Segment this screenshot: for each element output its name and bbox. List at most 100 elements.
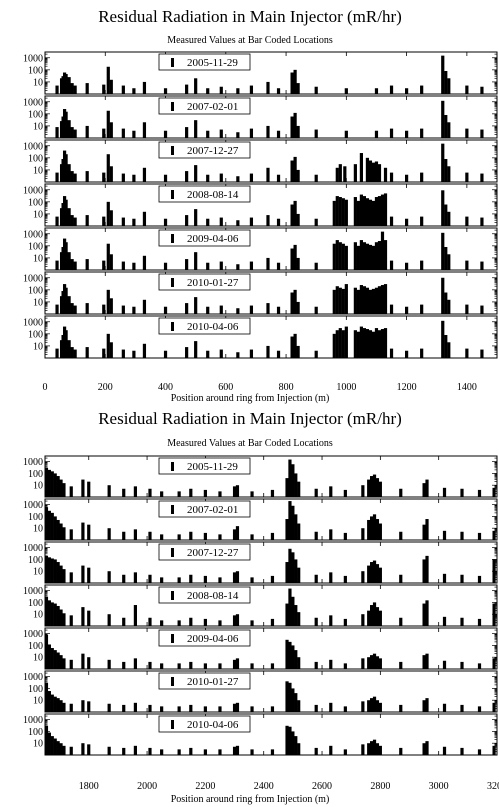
bar <box>133 605 137 626</box>
bar <box>314 661 318 669</box>
bar <box>266 257 270 270</box>
bar <box>422 700 426 712</box>
bar <box>69 615 73 626</box>
bar <box>270 532 275 540</box>
bar <box>492 702 496 712</box>
bar <box>297 657 301 669</box>
bar <box>341 243 345 270</box>
legend-box <box>158 97 251 115</box>
bar <box>194 252 198 270</box>
bar <box>356 200 360 226</box>
bar <box>67 120 71 138</box>
bar <box>235 571 240 583</box>
bar <box>362 328 367 358</box>
bar <box>122 661 126 669</box>
bar <box>353 287 357 314</box>
bar <box>67 340 71 358</box>
bar <box>389 348 394 358</box>
bar <box>329 659 333 669</box>
bar <box>270 489 275 497</box>
bar <box>276 350 281 358</box>
bar <box>380 194 385 226</box>
legend-date: 2008-08-14 <box>187 189 239 201</box>
bar <box>73 129 77 138</box>
y-tick-label: 10 <box>33 739 43 750</box>
bar <box>249 217 254 226</box>
bar <box>189 531 193 540</box>
legend-date: 2005-11-29 <box>187 57 238 69</box>
legend-box <box>158 457 251 475</box>
bar <box>270 663 275 669</box>
bar <box>460 574 464 583</box>
bar <box>106 110 110 138</box>
bar <box>163 262 168 270</box>
bar <box>44 596 49 626</box>
bar <box>189 617 193 626</box>
bar <box>383 328 388 358</box>
bar <box>121 85 125 94</box>
bar <box>236 132 240 138</box>
x-tick-label: 1400 <box>457 382 477 393</box>
bar <box>69 746 73 755</box>
bar <box>44 634 49 669</box>
bar <box>132 262 136 270</box>
bar <box>365 198 370 226</box>
x-axis-label: Position around ring from Injection (m) <box>171 393 330 404</box>
bar <box>73 85 77 94</box>
bar <box>329 529 333 540</box>
bar <box>232 529 237 540</box>
bar <box>87 744 91 755</box>
bar <box>276 88 281 94</box>
bar <box>405 218 409 226</box>
bar <box>64 111 68 138</box>
bar <box>343 532 347 540</box>
bar <box>59 655 63 669</box>
bar <box>121 261 125 270</box>
bar <box>59 743 63 755</box>
bar <box>447 254 451 270</box>
bar <box>288 501 292 540</box>
bar <box>266 167 270 182</box>
legend-swatch <box>171 591 174 600</box>
bar <box>425 600 429 626</box>
bar <box>291 645 295 669</box>
bar <box>109 79 113 94</box>
bar <box>56 741 60 755</box>
bar <box>206 88 210 94</box>
bar <box>206 262 210 270</box>
bar <box>236 220 240 226</box>
bar <box>377 241 382 270</box>
legend-swatch <box>171 58 174 67</box>
bar <box>341 288 345 314</box>
bar <box>405 350 409 358</box>
bar <box>194 297 198 314</box>
bar <box>106 243 110 270</box>
bar <box>344 88 348 94</box>
bar <box>276 262 281 270</box>
bar <box>294 514 298 540</box>
bar <box>293 69 297 94</box>
bar <box>266 125 270 138</box>
bar <box>59 565 63 583</box>
bar <box>73 261 77 270</box>
bar <box>335 286 339 314</box>
bar <box>55 127 59 138</box>
bar <box>47 600 51 626</box>
bar <box>219 305 223 314</box>
bar <box>148 531 152 540</box>
bar <box>359 194 363 226</box>
bar <box>372 739 377 755</box>
bar <box>53 738 57 755</box>
bar <box>122 617 126 626</box>
bar <box>236 264 240 270</box>
bar <box>250 577 254 583</box>
y-tick-label: 100 <box>28 512 43 523</box>
bar <box>378 658 382 669</box>
bar <box>389 304 394 314</box>
bar <box>465 85 469 94</box>
bar <box>270 706 275 712</box>
bar <box>50 694 54 712</box>
bar <box>314 129 318 138</box>
bar <box>163 88 168 94</box>
